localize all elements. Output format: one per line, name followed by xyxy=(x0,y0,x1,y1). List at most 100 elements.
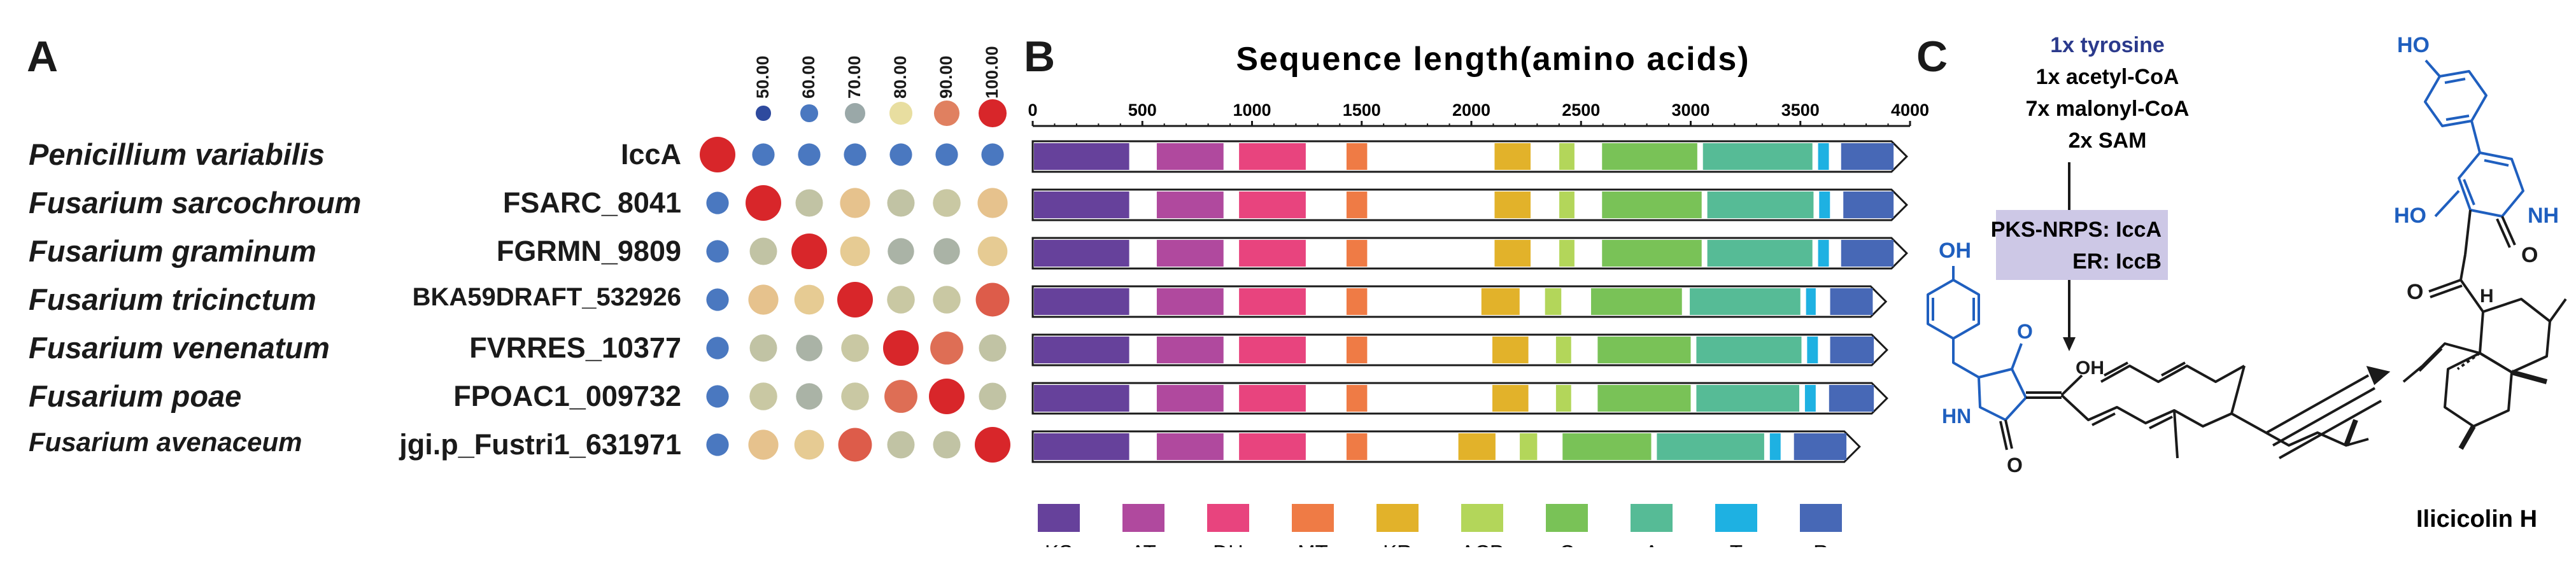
domain-kr xyxy=(1494,240,1531,267)
identity-cell xyxy=(933,189,961,217)
domain-r xyxy=(1830,288,1873,315)
identity-cell xyxy=(887,286,915,314)
protein-bar xyxy=(1031,140,1908,173)
domain-ks xyxy=(1034,433,1129,460)
identity-cell xyxy=(794,284,824,315)
domain-a xyxy=(1696,385,1800,412)
legend-swatch xyxy=(1122,504,1164,532)
domain-a xyxy=(1702,143,1813,170)
domain-c xyxy=(1597,337,1691,363)
legend-label: ACP xyxy=(1461,541,1504,547)
precursor-malonyl-coa: 7x malonyl-CoA xyxy=(2026,97,2190,121)
enzyme-er: ER: IccB xyxy=(2072,249,2162,274)
protein-bar xyxy=(1031,237,1908,270)
species-name: Fusarium venenatum xyxy=(29,331,330,365)
legend-label: AT xyxy=(1131,541,1156,547)
domain-at xyxy=(1156,240,1224,267)
intermediate-lactam-o: O xyxy=(2007,454,2023,477)
protein-bar xyxy=(1031,382,1888,415)
species-name: Fusarium avenaceum xyxy=(29,427,302,457)
intermediate-phenol-oh: OH xyxy=(1939,239,1971,263)
domain-a xyxy=(1657,433,1764,460)
domain-kr xyxy=(1458,433,1496,460)
domain-acp xyxy=(1559,192,1575,218)
identity-cell xyxy=(749,334,777,362)
precursor-acetyl-coa: 1x acetyl-CoA xyxy=(2036,65,2179,89)
domain-kr xyxy=(1494,143,1531,170)
scale-dot xyxy=(845,103,865,123)
reaction-arrowhead xyxy=(2063,337,2076,351)
identity-cell xyxy=(706,288,729,311)
domain-r xyxy=(1841,143,1894,170)
identity-cell xyxy=(700,137,735,172)
domain-c xyxy=(1602,240,1702,267)
domain-r xyxy=(1830,337,1874,363)
identity-cell xyxy=(746,185,781,221)
domain-c xyxy=(1591,288,1682,315)
identity-cell xyxy=(706,240,729,263)
domain-kr xyxy=(1494,192,1531,218)
identity-cell xyxy=(791,234,827,269)
domain-ks xyxy=(1034,143,1129,170)
domain-t xyxy=(1806,288,1816,315)
domain-acp xyxy=(1559,240,1575,267)
legend-label: MT xyxy=(1298,541,1328,547)
identity-cell xyxy=(841,382,869,410)
identity-cell xyxy=(706,385,729,408)
identity-cell xyxy=(933,238,960,265)
domain-r xyxy=(1841,240,1894,267)
gene-id: BKA59DRAFT_532926 xyxy=(412,283,681,311)
identity-cell xyxy=(841,334,869,362)
domain-mt xyxy=(1346,288,1368,315)
domain-c xyxy=(1597,385,1691,412)
product-structure: HO HO NH O O H xyxy=(2394,33,2567,450)
gene-id: jgi.p_Fustri1_631971 xyxy=(399,428,681,461)
domain-c xyxy=(1602,143,1697,170)
x-tick-label: 4000 xyxy=(1891,101,1929,120)
domain-at xyxy=(1156,337,1224,363)
identity-cell xyxy=(796,383,823,410)
legend-label: C xyxy=(1559,541,1575,547)
domain-c xyxy=(1562,433,1652,460)
identity-cell xyxy=(887,189,915,217)
identity-cell xyxy=(979,334,1007,362)
product-lactam-o: O xyxy=(2521,243,2538,267)
identity-cell xyxy=(794,429,824,460)
domain-c xyxy=(1602,192,1702,218)
domain-mt xyxy=(1346,143,1368,170)
identity-cell xyxy=(929,379,965,414)
protein-bar xyxy=(1031,285,1888,318)
domain-a xyxy=(1690,288,1801,315)
identity-cell xyxy=(838,428,872,462)
identity-cell xyxy=(888,238,914,265)
identity-cell xyxy=(706,433,729,456)
domain-kr xyxy=(1481,288,1520,315)
identity-cell xyxy=(706,337,729,359)
identity-cell xyxy=(935,143,958,166)
gene-id: FSARC_8041 xyxy=(502,186,681,219)
domain-acp xyxy=(1555,385,1571,412)
identity-cell xyxy=(930,331,963,365)
x-tick-label: 500 xyxy=(1128,101,1157,120)
domain-acp xyxy=(1520,433,1538,460)
domain-acp xyxy=(1545,288,1562,315)
domain-r xyxy=(1794,433,1847,460)
identity-cell xyxy=(889,143,912,166)
domain-dh xyxy=(1239,192,1306,218)
protein-bar xyxy=(1031,188,1908,221)
product-ketone-o: O xyxy=(2407,280,2423,304)
intermediate-structure: OH O O HN OH xyxy=(1927,239,2369,477)
product-name: Ilicicolin H xyxy=(2416,506,2537,533)
domain-dh xyxy=(1239,337,1306,363)
identity-cell xyxy=(752,143,775,166)
scale-dot xyxy=(800,104,818,122)
domain-architecture-chart: Sequence length(amino acids) 0 500 1000 150… xyxy=(1028,41,1929,547)
legend-swatch xyxy=(1292,504,1334,532)
domain-at xyxy=(1156,433,1224,460)
domain-t xyxy=(1807,337,1818,363)
legend-swatch xyxy=(1376,504,1419,532)
chart-title: Sequence length(amino acids) xyxy=(1236,41,1750,78)
gene-id: IccA xyxy=(620,138,681,171)
panel-a-label: A xyxy=(27,32,59,81)
domain-ks xyxy=(1034,192,1129,218)
